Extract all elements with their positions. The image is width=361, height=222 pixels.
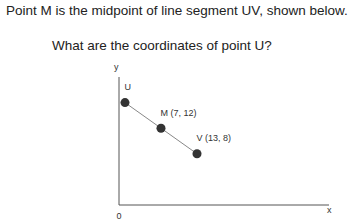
html-text:What are the coordinates of po: What are the coordinates of point U? — [52, 38, 272, 53]
svg-text:V (13, 8): V (13, 8) — [196, 133, 231, 143]
svg-text:0: 0 — [116, 211, 121, 221]
html-text:x: x — [327, 205, 332, 215]
svg-text:U: U — [124, 82, 131, 92]
svg-text:M (7, 12): M (7, 12) — [160, 108, 196, 118]
html-text:y: y — [114, 62, 119, 72]
html-text:Point M is the midpoint of lin: Point M is the midpoint of line segment … — [6, 3, 348, 18]
